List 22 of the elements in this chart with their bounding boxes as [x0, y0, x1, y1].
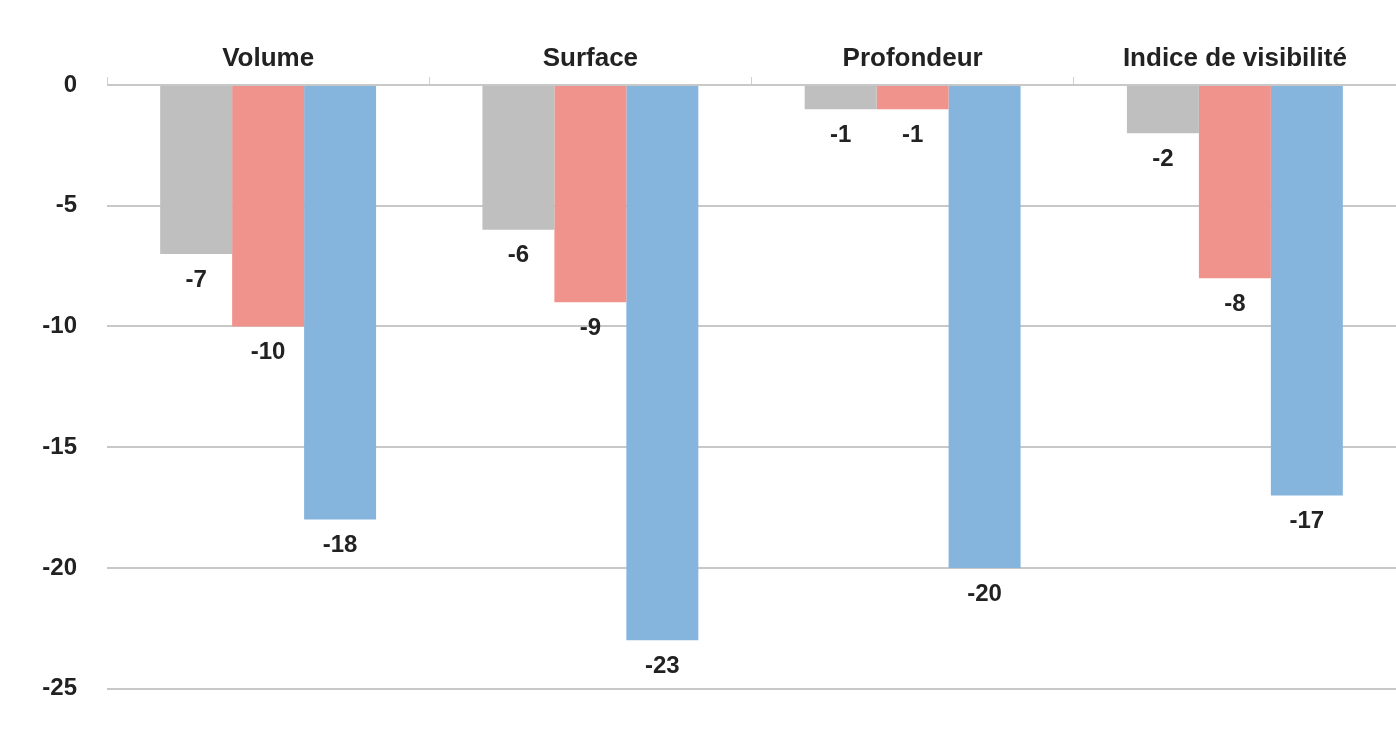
x-tick-label: Volume: [222, 41, 315, 72]
data-label: -10: [250, 337, 286, 365]
x-tick-label: Indice de visibilité: [1122, 41, 1347, 72]
data-label: -2: [1152, 143, 1174, 171]
data-label: -1: [901, 119, 924, 147]
data-label: -18: [322, 530, 358, 558]
data-label: -8: [1224, 288, 1246, 316]
y-tick-label: 0: [63, 69, 77, 97]
x-tick-label: Surface: [542, 41, 639, 72]
data-label: -1: [829, 119, 852, 147]
data-label: -23: [645, 650, 680, 678]
data-label: -20: [967, 578, 1002, 606]
y-tick-label: -25: [42, 673, 77, 701]
data-label: -7: [185, 264, 207, 292]
y-tick-label: -15: [42, 431, 77, 459]
x-tick-label: Profondeur: [842, 41, 983, 72]
y-tick-label: -20: [42, 552, 77, 580]
data-label: -9: [579, 312, 602, 340]
data-label: -17: [1289, 506, 1325, 534]
y-tick-label: -10: [42, 311, 77, 339]
data-label: -6: [507, 240, 530, 268]
y-tick-label: -5: [55, 190, 77, 218]
